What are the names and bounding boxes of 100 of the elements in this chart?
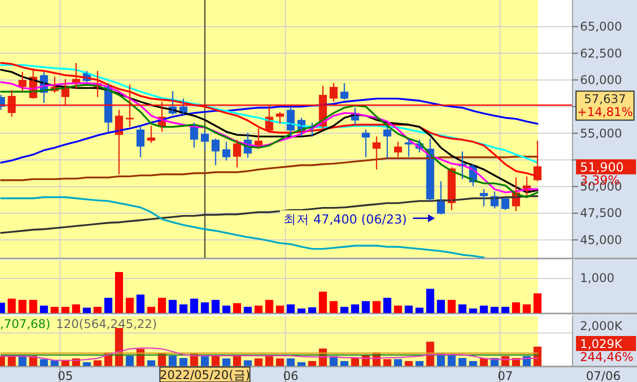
- bar: [212, 356, 220, 366]
- text: 2,000K: [580, 319, 624, 333]
- bar: [126, 298, 134, 313]
- line-series: [0, 156, 538, 182]
- x-tick-label: 05: [58, 369, 74, 382]
- bar: [190, 298, 198, 313]
- bar: [50, 360, 59, 366]
- bar: [404, 306, 413, 313]
- bar: [254, 306, 263, 313]
- bar: [286, 304, 295, 313]
- bar: [265, 356, 274, 366]
- bar: [394, 306, 402, 313]
- bar: [233, 356, 242, 366]
- text: 51,900: [580, 159, 624, 174]
- bar: [469, 361, 478, 366]
- x-tick-label: 2022/05/20(금): [160, 368, 250, 382]
- bar: [501, 306, 510, 313]
- bar: [394, 359, 402, 366]
- candlestick: [212, 138, 220, 166]
- y-tick-label: 47,500: [580, 206, 622, 220]
- y-tick-label: 65,000: [580, 20, 622, 34]
- bar: [490, 306, 499, 313]
- bar: [158, 298, 166, 313]
- bar: [318, 292, 327, 313]
- bar: [200, 356, 209, 366]
- bar: [458, 358, 466, 366]
- bar: [330, 301, 338, 313]
- bar: [40, 359, 48, 366]
- y-tick-label: 60,000: [580, 72, 622, 87]
- bar: [436, 300, 445, 313]
- text: 244,46%: [580, 350, 634, 364]
- bar: [458, 304, 466, 313]
- bar: [115, 328, 124, 366]
- bar: [72, 304, 80, 313]
- bar: [29, 300, 38, 313]
- bar: [200, 302, 209, 313]
- bar: [340, 306, 348, 313]
- bar: [297, 362, 306, 366]
- text: 1,029K: [580, 337, 624, 351]
- bar: [351, 358, 360, 366]
- text: 1,000: [580, 271, 614, 285]
- bar: [522, 304, 531, 313]
- bar: [212, 300, 220, 313]
- bar: [50, 306, 59, 313]
- bar: [383, 359, 392, 366]
- annotation: 120(564,245,22): [56, 317, 157, 331]
- bar: [308, 307, 316, 313]
- bar: [222, 358, 230, 366]
- bar: [94, 360, 102, 366]
- bar: [179, 358, 188, 366]
- bar: [115, 272, 124, 313]
- bar: [61, 306, 70, 313]
- bar: [82, 362, 91, 366]
- bar: [426, 288, 434, 313]
- bar: [534, 346, 542, 366]
- bar: [8, 298, 16, 313]
- bar: [265, 300, 274, 313]
- bar: [147, 360, 156, 366]
- bar: [233, 303, 242, 313]
- bar: [82, 308, 91, 313]
- bar: [383, 298, 392, 313]
- bar: [276, 306, 284, 313]
- bar: [426, 342, 434, 366]
- bar: [286, 358, 295, 366]
- bar: [448, 300, 456, 313]
- text: 07/06: [586, 369, 621, 382]
- bar: [104, 298, 112, 313]
- bar: [308, 361, 316, 366]
- bar: [362, 301, 370, 313]
- bar: [501, 356, 510, 366]
- annotation: 최저 47,400 (06/23): [283, 211, 407, 226]
- bar: [168, 356, 177, 366]
- bar: [179, 304, 188, 313]
- line-series: [0, 196, 485, 258]
- bar: [330, 356, 338, 366]
- x-tick-label: 06: [283, 369, 298, 382]
- bar: [276, 358, 284, 366]
- bar: [297, 308, 306, 313]
- y-tick-label: 45,000: [580, 232, 622, 247]
- bar: [469, 308, 478, 313]
- x-tick-label: 07: [498, 369, 513, 382]
- bar: [244, 306, 252, 313]
- bar: [94, 306, 102, 313]
- bar: [351, 304, 360, 313]
- bar: [126, 356, 134, 366]
- bar: [415, 361, 424, 366]
- bar: [512, 302, 520, 313]
- bar: [222, 306, 230, 313]
- y-tick-label: 62,500: [580, 46, 622, 60]
- bar: [372, 301, 381, 313]
- bar: [147, 306, 156, 313]
- bar: [168, 300, 177, 313]
- bar: [415, 308, 424, 313]
- bar: [480, 306, 488, 313]
- bar: [40, 306, 48, 313]
- bar: [18, 300, 26, 313]
- bar: [244, 360, 252, 366]
- bar: [340, 361, 348, 366]
- ref-line-label: 57,637 +14,81%: [577, 92, 633, 120]
- bar: [404, 361, 413, 366]
